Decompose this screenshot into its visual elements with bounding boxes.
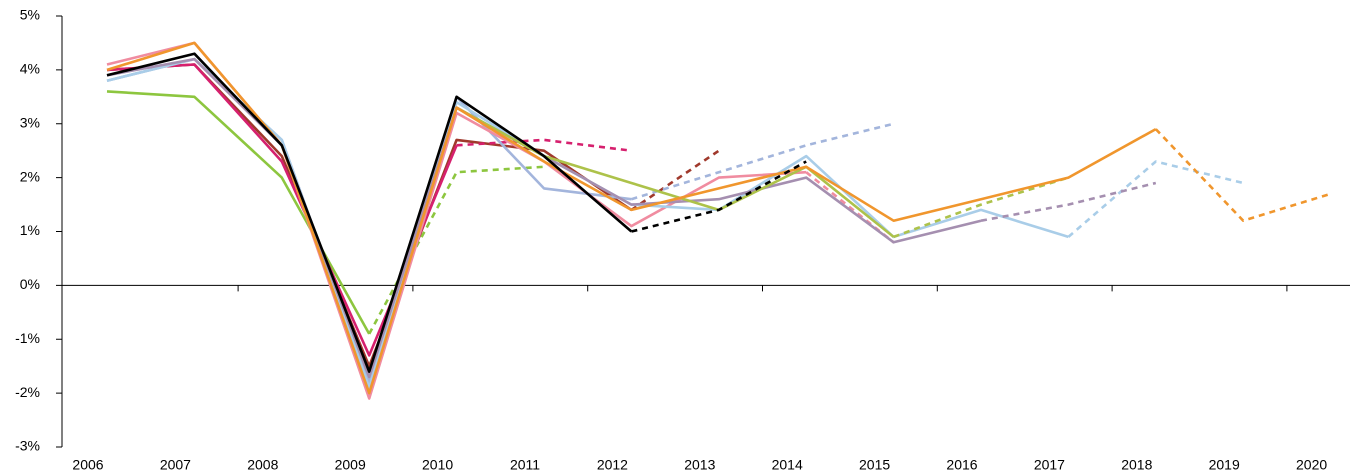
x-tick-label: 2011 — [510, 457, 540, 473]
y-tick-label: 1% — [20, 222, 40, 238]
y-tick-label: -1% — [15, 330, 40, 346]
x-tick-label: 2018 — [1121, 457, 1152, 473]
x-tick-label: 2006 — [72, 457, 103, 473]
x-tick-label: 2008 — [247, 457, 278, 473]
series-line — [106, 41, 1157, 395]
x-tick-label: 2013 — [684, 457, 715, 473]
x-tick-label: 2014 — [772, 457, 803, 473]
series-line — [106, 63, 458, 357]
series-line — [106, 90, 371, 335]
series-line — [106, 63, 633, 368]
x-tick-label: 2012 — [597, 457, 628, 473]
x-tick-label: 2020 — [1296, 457, 1327, 473]
series-line — [456, 138, 632, 152]
x-tick-label: 2015 — [859, 457, 890, 473]
x-tick-label: 2010 — [422, 457, 453, 473]
series-line — [631, 160, 807, 233]
y-tick-label: 4% — [20, 61, 40, 77]
series-line — [893, 176, 1069, 239]
x-tick-label: 2019 — [1209, 457, 1240, 473]
series-line — [1067, 160, 1244, 238]
series-line — [980, 181, 1157, 222]
y-tick-label: 5% — [20, 7, 40, 23]
y-tick-label: 3% — [20, 114, 40, 130]
x-tick-label: 2016 — [946, 457, 977, 473]
series-line — [368, 165, 545, 335]
series-line — [631, 122, 894, 201]
x-tick-label: 2007 — [160, 457, 191, 473]
y-tick-label: -2% — [15, 384, 40, 400]
x-tick-label: 2017 — [1034, 457, 1065, 473]
x-tick-label: 2009 — [335, 457, 366, 473]
series-line — [455, 106, 895, 238]
series-line — [106, 57, 632, 384]
series-line — [106, 52, 633, 373]
y-tick-label: 2% — [20, 168, 40, 184]
y-tick-label: 0% — [20, 276, 40, 292]
series-line — [1154, 128, 1331, 222]
series-line — [106, 57, 982, 379]
y-tick-label: -3% — [15, 438, 40, 454]
